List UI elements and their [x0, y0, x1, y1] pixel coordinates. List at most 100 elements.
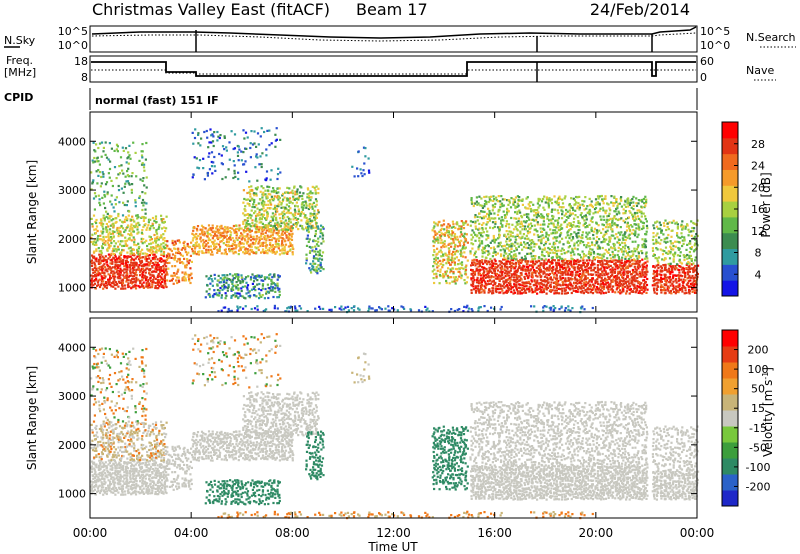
power-cell — [547, 253, 550, 256]
power-cell — [481, 277, 484, 280]
power-cell — [90, 259, 94, 262]
power-cell — [115, 143, 119, 146]
power-cell — [627, 216, 630, 219]
power-cell — [479, 216, 482, 219]
power-cell — [509, 280, 512, 283]
power-cell — [146, 285, 149, 288]
power-cell — [485, 201, 488, 204]
power-cell — [590, 263, 593, 267]
power-cell — [356, 167, 359, 170]
power-cell — [602, 285, 606, 288]
power-cell — [314, 234, 317, 238]
power-cell — [485, 267, 488, 271]
power-cell — [644, 257, 647, 260]
power-cell — [514, 206, 517, 210]
power-cell — [126, 244, 129, 247]
power-cell — [202, 226, 205, 229]
power-cell — [598, 238, 601, 241]
power-cell — [491, 289, 494, 292]
power-cell — [440, 232, 443, 235]
power-cell — [590, 280, 593, 283]
power-cell — [100, 182, 103, 185]
power-cell — [542, 206, 545, 209]
power-cell — [268, 247, 271, 250]
power-cell — [146, 248, 149, 251]
power-cell — [609, 237, 612, 240]
power-cell — [510, 247, 513, 250]
power-cell — [205, 248, 208, 251]
power-cell — [312, 262, 315, 265]
power-cell — [268, 243, 272, 246]
power-cell — [487, 276, 490, 279]
power-cell — [525, 197, 528, 200]
power-cell — [527, 287, 530, 290]
power-cell — [485, 202, 488, 206]
power-cell — [512, 201, 515, 204]
power-cell — [305, 262, 308, 265]
power-cell — [474, 286, 477, 290]
power-cell — [596, 246, 599, 249]
power-cell — [510, 250, 513, 253]
power-cell — [276, 194, 279, 198]
power-cell — [239, 282, 242, 285]
power-cell — [496, 285, 499, 288]
power-cell — [248, 203, 251, 206]
power-cell — [611, 217, 614, 220]
power-cell — [261, 215, 264, 218]
power-cell — [231, 237, 234, 240]
power-cell — [178, 241, 181, 244]
power-cell — [483, 203, 486, 206]
power-cell — [257, 228, 261, 231]
power-cell — [453, 235, 456, 238]
power-cell — [291, 232, 294, 235]
power-cell — [137, 247, 140, 250]
power-cell — [174, 254, 177, 257]
power-cell — [266, 195, 269, 198]
power-cell — [295, 223, 299, 226]
power-cell — [125, 271, 128, 274]
power-cell — [205, 129, 208, 133]
power-cell — [620, 264, 623, 267]
power-cell — [186, 258, 189, 261]
power-cell — [125, 161, 128, 164]
power-cell — [309, 192, 312, 195]
power-cell — [98, 250, 101, 253]
power-cell — [112, 222, 115, 225]
power-cell — [257, 246, 260, 249]
power-cell — [131, 215, 134, 218]
power-cell — [144, 223, 147, 226]
power-cell — [131, 271, 134, 274]
power-cell — [262, 226, 265, 229]
power-cell — [191, 131, 194, 134]
power-cell — [103, 219, 106, 222]
power-cell — [528, 289, 531, 292]
power-cell — [291, 226, 294, 230]
power-cell — [286, 236, 289, 239]
power-cell — [519, 230, 522, 233]
power-cell — [221, 234, 224, 237]
power-cell — [593, 284, 596, 287]
power-cell — [532, 240, 535, 243]
power-cell — [165, 247, 168, 250]
power-cell — [603, 233, 606, 236]
power-cell — [620, 291, 623, 294]
power-cell — [557, 280, 560, 283]
power-cell — [164, 269, 167, 272]
power-cell — [530, 218, 534, 221]
power-cell — [145, 239, 148, 242]
power-cell — [551, 262, 554, 265]
power-cell — [242, 212, 245, 215]
power-cell — [151, 241, 155, 244]
power-cell — [290, 229, 293, 233]
power-cell — [527, 223, 530, 226]
power-cell — [481, 242, 484, 245]
power-cell — [575, 232, 578, 235]
power-cell — [532, 264, 535, 267]
power-cell — [484, 261, 487, 264]
power-cell — [561, 273, 564, 276]
power-cell — [542, 216, 545, 219]
power-cell — [138, 223, 141, 227]
power-cell — [574, 274, 577, 277]
power-cell — [541, 214, 544, 217]
nave-series — [91, 69, 696, 75]
